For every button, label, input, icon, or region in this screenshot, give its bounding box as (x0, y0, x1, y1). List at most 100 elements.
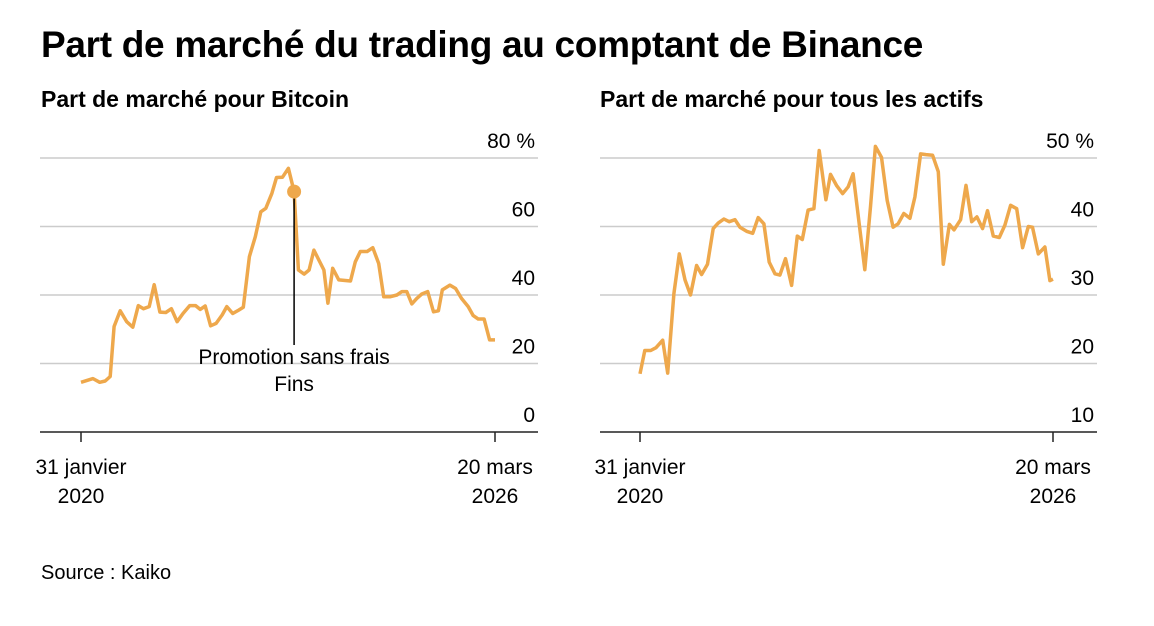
data-point (415, 296, 419, 300)
data-point (431, 310, 435, 314)
data-point (817, 148, 821, 152)
data-point (824, 198, 828, 202)
data-point (745, 229, 749, 233)
data-point (722, 217, 726, 221)
data-point (331, 266, 335, 270)
data-point (738, 225, 742, 229)
data-point (986, 209, 990, 213)
data-point (108, 375, 112, 379)
data-point (203, 304, 207, 308)
data-point (270, 191, 274, 195)
data-point (863, 268, 867, 272)
annotation-dot (287, 184, 302, 199)
y-tick-label: 40 (512, 267, 535, 290)
data-point (762, 222, 766, 226)
data-point (448, 283, 452, 287)
data-point (997, 235, 1001, 239)
data-point (141, 307, 145, 311)
data-point (237, 308, 241, 312)
data-point (125, 320, 129, 324)
data-point (751, 231, 755, 235)
data-point (970, 220, 974, 224)
data-point (466, 305, 470, 309)
data-point (454, 286, 458, 290)
data-point (214, 321, 218, 325)
data-point (649, 348, 653, 352)
y-tick-label: 20 (1071, 336, 1094, 359)
data-point (175, 320, 179, 324)
data-point (828, 172, 832, 176)
data-point (800, 238, 804, 242)
data-point (711, 227, 715, 231)
data-point (947, 222, 951, 226)
y-tick-label: 50 % (1046, 130, 1094, 153)
x-tick-label: 20 mars (457, 456, 533, 479)
series-line (80, 166, 495, 385)
y-tick-label: 20 (512, 336, 535, 359)
x-tick-label: 20 mars (1015, 456, 1091, 479)
page-title: Part de marché du trading au comptant de… (41, 24, 924, 65)
data-point (482, 317, 486, 321)
data-point (231, 311, 235, 315)
data-point (991, 234, 995, 238)
data-point (913, 195, 917, 199)
data-point (705, 262, 709, 266)
data-point (365, 250, 369, 254)
data-point (756, 216, 760, 220)
data-point (1036, 252, 1040, 256)
data-point (247, 255, 251, 259)
data-point (661, 338, 665, 342)
data-point (964, 183, 968, 187)
data-point (426, 290, 430, 294)
data-point (181, 311, 185, 315)
y-tick-label: 40 (1071, 199, 1094, 222)
data-point (353, 260, 357, 264)
right-chart-title: Part de marché pour tous les actifs (600, 86, 984, 112)
series-line (638, 144, 1054, 375)
data-point (420, 292, 424, 296)
data-point (1009, 203, 1013, 207)
y-tick-label: 60 (512, 199, 535, 222)
data-point (1043, 245, 1047, 249)
data-point (348, 279, 352, 283)
data-point (936, 170, 940, 174)
data-point (112, 325, 116, 329)
data-point (835, 183, 839, 187)
data-point (941, 262, 945, 266)
data-point (471, 314, 475, 318)
data-point (672, 292, 676, 296)
data-point (857, 222, 861, 226)
data-point (868, 205, 872, 209)
data-point (377, 261, 381, 265)
data-point (873, 144, 877, 148)
data-point (1015, 207, 1019, 211)
data-point (773, 272, 777, 276)
data-point (188, 304, 192, 308)
data-point (307, 268, 311, 272)
data-point (919, 152, 923, 156)
data-point (1051, 277, 1055, 281)
data-point (152, 283, 156, 287)
data-point (908, 216, 912, 220)
data-point (846, 185, 850, 189)
data-point (136, 304, 140, 308)
data-point (880, 155, 884, 159)
data-point (891, 225, 895, 229)
data-point (767, 260, 771, 264)
data-point (225, 305, 229, 309)
data-point (783, 257, 787, 261)
data-point (382, 295, 386, 299)
data-point (131, 325, 135, 329)
data-point (79, 380, 83, 384)
x-tick-label: 2020 (58, 485, 105, 508)
data-point (103, 379, 107, 383)
data-point (395, 293, 399, 297)
data-point (388, 295, 392, 299)
data-point (322, 268, 326, 272)
x-tick-label: 31 janvier (594, 456, 685, 479)
data-point (337, 278, 341, 282)
data-point (931, 153, 935, 157)
annotation-label: Fins (274, 373, 314, 396)
data-point (981, 227, 985, 231)
